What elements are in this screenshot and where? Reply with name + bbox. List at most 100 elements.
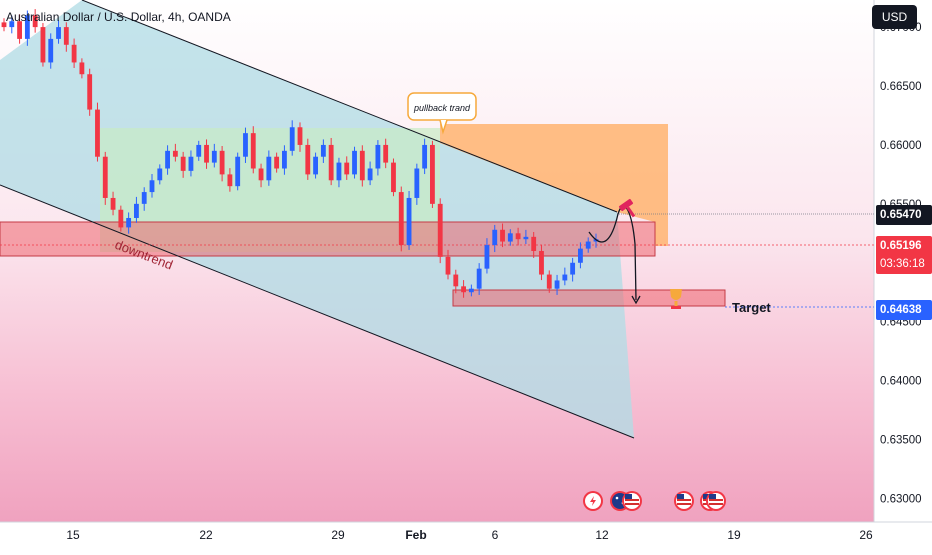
hammer-icon xyxy=(618,198,636,218)
candle-body xyxy=(227,174,233,187)
candle-body xyxy=(523,236,529,240)
time-axis-background xyxy=(0,522,932,550)
candle-body xyxy=(289,127,295,151)
x-tick-label: 12 xyxy=(595,528,609,542)
candle-body xyxy=(578,248,583,263)
bar-countdown-tag: 03:36:18 xyxy=(876,254,932,274)
candle-body xyxy=(391,162,396,193)
event-icons xyxy=(583,491,726,511)
candle-body xyxy=(24,15,30,39)
candle-body xyxy=(266,156,272,181)
candle-body xyxy=(79,62,85,75)
candle-body xyxy=(531,236,537,251)
candle-body xyxy=(157,168,163,181)
candle-body xyxy=(282,150,287,169)
y-tick-label: 0.66000 xyxy=(880,140,922,152)
candle-body xyxy=(102,156,108,198)
chart-title: Australian Dollar / U.S. Dollar, 4h, OAN… xyxy=(6,10,231,24)
x-tick-label: 26 xyxy=(859,528,873,542)
candle-body xyxy=(453,274,459,287)
candle-body xyxy=(476,268,482,289)
candle-body xyxy=(359,150,365,181)
resistance-zone xyxy=(0,221,656,257)
projection-path xyxy=(588,205,637,301)
y-tick-label: 0.64000 xyxy=(880,376,922,388)
candle-body xyxy=(188,156,194,171)
candle-body xyxy=(110,197,116,210)
candle-body xyxy=(180,156,186,171)
current-price-tag: 0.65196 xyxy=(876,236,932,256)
candle-body xyxy=(375,144,381,169)
candle-body xyxy=(539,250,544,275)
candle-body xyxy=(383,144,389,163)
target-price-tag: 0.64638 xyxy=(876,300,932,320)
candle-body xyxy=(484,245,490,269)
candle-body xyxy=(118,209,124,228)
candle-body xyxy=(461,286,466,293)
candle-body xyxy=(398,192,404,246)
y-tick-label: 0.63000 xyxy=(880,493,922,505)
candle-body xyxy=(430,144,435,204)
candle-body xyxy=(422,144,428,169)
candle-body xyxy=(546,274,552,289)
candle-body xyxy=(344,162,350,175)
candle-body xyxy=(500,229,505,242)
candle-body xyxy=(320,144,326,157)
us-flag-icon xyxy=(706,491,726,511)
lightning-event-icon xyxy=(583,491,603,511)
y-tick-label: 0.63500 xyxy=(880,435,922,447)
candle-body xyxy=(406,197,412,246)
candle-body xyxy=(515,233,521,240)
candle-body xyxy=(63,27,69,45)
candle-body xyxy=(336,162,342,181)
channel-upper-line xyxy=(81,0,618,213)
candle-body xyxy=(468,288,474,293)
candle-body xyxy=(204,144,209,163)
candle-body xyxy=(562,274,568,281)
candle-body xyxy=(134,203,139,218)
candle-body xyxy=(32,15,38,28)
candle-body xyxy=(250,133,256,169)
us-flag-icon xyxy=(622,491,642,511)
candle-body xyxy=(492,229,498,246)
candle-body xyxy=(258,168,264,181)
candle-body xyxy=(48,38,54,63)
x-tick-label: 6 xyxy=(492,528,499,542)
x-tick-label: 19 xyxy=(727,528,741,542)
candle-body xyxy=(196,144,202,157)
candle-body xyxy=(71,44,77,63)
pullback-callout: pullback trand xyxy=(407,92,477,135)
candle-body xyxy=(126,217,132,228)
candle-body xyxy=(56,27,61,39)
resistance-price-tag: 0.65470 xyxy=(876,205,932,225)
x-tick-label: 29 xyxy=(331,528,345,542)
y-tick-label: 0.66500 xyxy=(880,81,922,93)
us-flag-icon xyxy=(674,491,694,511)
candle-body xyxy=(367,168,373,181)
candle-body xyxy=(507,233,513,242)
x-axis: 15 22 29 Feb 6 12 19 26 xyxy=(66,528,873,542)
x-tick-label: 15 xyxy=(66,528,80,542)
candle-body xyxy=(40,27,46,63)
candle-body xyxy=(211,150,217,163)
candle-body xyxy=(9,21,15,28)
currency-button[interactable]: USD xyxy=(872,5,917,29)
candle-body xyxy=(445,256,451,275)
candle-body xyxy=(313,156,318,175)
candle-body xyxy=(352,150,357,175)
candle-body xyxy=(243,133,248,157)
candle-body xyxy=(305,144,311,175)
candle-body xyxy=(1,22,7,28)
candle-body xyxy=(570,262,576,275)
candle-body xyxy=(297,127,303,145)
candle-body xyxy=(414,168,420,198)
candle-body xyxy=(87,74,93,110)
candle-body xyxy=(554,280,560,289)
pullback-label: pullback trand xyxy=(413,103,471,113)
candle-body xyxy=(165,150,170,169)
candle-body xyxy=(172,150,178,157)
candle-body xyxy=(437,203,443,257)
x-tick-label: 22 xyxy=(199,528,213,542)
